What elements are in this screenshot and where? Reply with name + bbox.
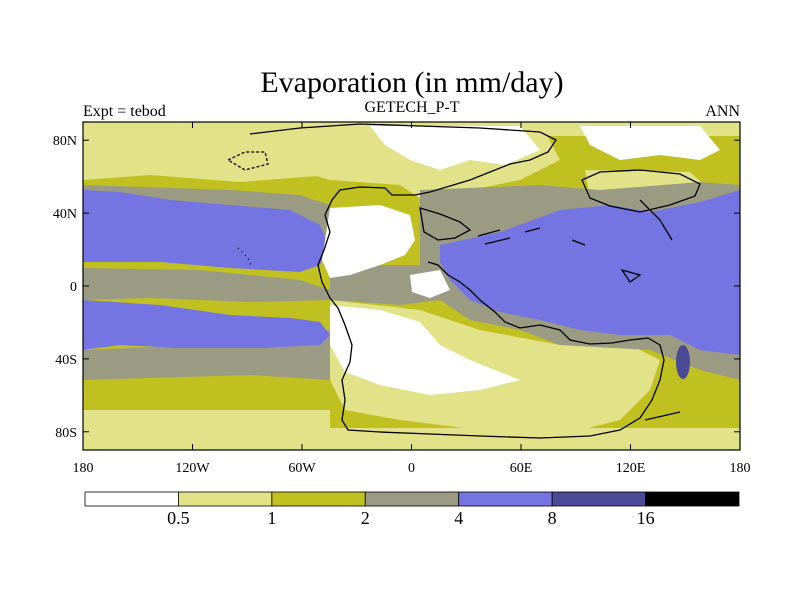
colorbar-segment (178, 491, 273, 507)
colorbar-label: 4 (454, 508, 463, 528)
south-pacific-blue-region (83, 300, 330, 350)
colorbar-segment (645, 491, 740, 507)
colorbar-label: 1 (267, 508, 276, 528)
y-tick-label: 40N (53, 207, 77, 222)
island-arc-6 (639, 199, 673, 241)
y-tick-label: 40S (55, 353, 77, 368)
south-polar-band (83, 428, 740, 450)
tethys-blue-region (440, 190, 740, 355)
dark-blue-patch (676, 345, 690, 379)
southern-small-island (644, 411, 681, 421)
north-continent-white-zone (370, 126, 540, 170)
north-continent-coastline (249, 123, 557, 216)
colorbar-label: 2 (361, 508, 370, 528)
island-arc-1 (477, 229, 501, 237)
northeast-white-zone (580, 126, 720, 160)
island-arc-2 (484, 237, 511, 245)
colorbar-segment (364, 491, 460, 507)
island-arc-5 (620, 268, 642, 283)
dataset-label: GETECH_P-T (364, 99, 459, 116)
colorbar-segment (551, 491, 646, 507)
colorbar-label: 8 (548, 508, 557, 528)
island-arc-4 (571, 239, 586, 246)
north-desert-white-zone (322, 205, 415, 278)
south-desert-white-zone (330, 305, 520, 395)
colorbar: 0.5 1 2 4 8 16 (84, 491, 740, 528)
period-label: ANN (705, 103, 740, 120)
pacific-blue-region (83, 190, 328, 272)
y-tick-label: 80N (53, 134, 77, 149)
equatorial-pacific-grey-band (83, 268, 330, 302)
x-tick-label: 180 (73, 461, 94, 476)
map-plot-area (83, 122, 740, 450)
x-tick-label: 60W (288, 461, 316, 476)
colorbar-segment (271, 491, 366, 507)
latitude-axis: 80N 40N 0 40S 80S (53, 134, 740, 441)
colorbar-segment (458, 491, 553, 507)
tethys-north-shore (419, 207, 472, 241)
x-tick-label: 120W (175, 461, 210, 476)
tethys-white-patch (410, 270, 450, 298)
arctic-dashed-island (226, 151, 269, 171)
northeast-continent-coastline (581, 169, 701, 213)
map-title: Evaporation (in mm/day) (260, 66, 563, 99)
experiment-label: Expt = tebod (83, 103, 166, 120)
colorbar-label: 16 (637, 508, 655, 528)
y-tick-label: 0 (70, 280, 77, 295)
x-tick-label: 0 (408, 461, 415, 476)
x-tick-label: 60E (510, 461, 533, 476)
west-continent-coastline (317, 214, 665, 439)
x-tick-label: 180 (730, 461, 751, 476)
colorbar-label: 0.5 (167, 508, 190, 528)
y-tick-label: 80S (55, 426, 77, 441)
longitude-axis: 180 120W 60W 0 60E 120E 180 (73, 122, 751, 476)
x-tick-label: 120E (616, 461, 646, 476)
southern-ocean-light-band (83, 410, 330, 428)
island-arc-3 (524, 227, 541, 233)
colorbar-segment (84, 491, 179, 507)
